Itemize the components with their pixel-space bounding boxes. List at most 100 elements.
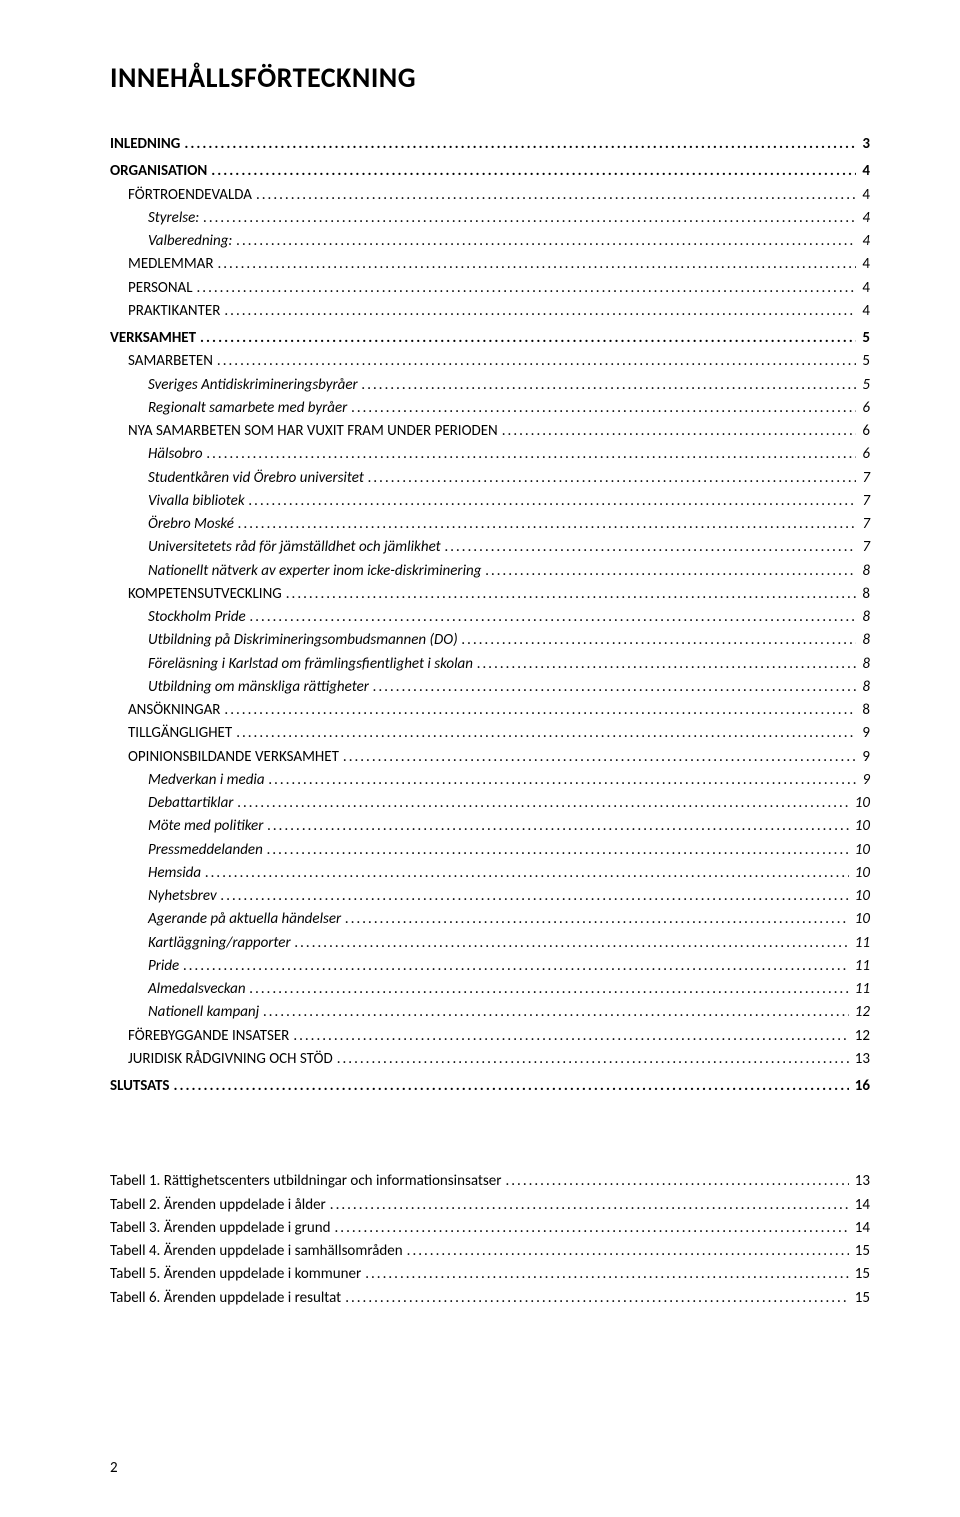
- toc-entry-label: Agerande på aktuella händelser: [148, 908, 341, 931]
- toc-entry-label: Regionalt samarbete med byråer: [148, 397, 347, 420]
- toc-entry: Styrelse:4: [110, 207, 870, 230]
- toc-entry: Örebro Moské7: [110, 513, 870, 536]
- toc-entry-page: 13: [853, 1048, 870, 1071]
- toc-entry-page: 10: [853, 908, 870, 931]
- toc-entry: PERSONAL4: [110, 277, 870, 300]
- toc-entry: NYA SAMARBETEN SOM HAR VUXIT FRAM UNDER …: [110, 420, 870, 443]
- toc-entry-label: KOMPETENSUTVECKLING: [128, 583, 282, 606]
- toc-entry-label: Studentkåren vid Örebro universitet: [148, 467, 364, 490]
- toc-entry: Hemsida 10: [110, 862, 870, 885]
- toc-entry-label: Styrelse:: [148, 207, 199, 230]
- toc-entry-page: 10: [853, 815, 870, 838]
- toc-entry-page: 4: [860, 277, 870, 300]
- toc-entry: Utbildning om mänskliga rättigheter8: [110, 676, 870, 699]
- toc-entry-label: Nationellt nätverk av experter inom icke…: [148, 560, 481, 583]
- toc-entry: Hälsobro6: [110, 443, 870, 466]
- toc-title: INNEHÅLLSFÖRTECKNING: [110, 60, 870, 95]
- toc-leader-dots: [236, 230, 856, 253]
- toc-entry-page: 16: [853, 1075, 870, 1098]
- toc-entry-page: 10: [853, 862, 870, 885]
- toc-entry: Utbildning på Diskrimineringsombudsmanne…: [110, 629, 870, 652]
- toc-entry-page: 4: [860, 253, 870, 276]
- toc-leader-dots: [203, 207, 856, 230]
- toc-leader-dots: [236, 722, 856, 745]
- toc-entry-label: SLUTSATS: [110, 1075, 169, 1098]
- toc-leader-dots: [477, 653, 856, 676]
- toc-leader-dots: [368, 467, 857, 490]
- toc-entry-label: OPINIONSBILDANDE VERKSAMHET: [128, 746, 339, 769]
- toc-entry-label: ANSÖKNINGAR: [128, 699, 220, 722]
- toc-entry-page: 7: [860, 536, 870, 559]
- toc-entry-page: 6: [860, 443, 870, 466]
- spacer: [110, 1098, 870, 1124]
- toc-entry: SLUTSATS 16: [110, 1075, 870, 1098]
- toc-leader-dots: [224, 300, 856, 323]
- toc-entry: Nationellt nätverk av experter inom icke…: [110, 560, 870, 583]
- list-of-tables: Tabell 1. Rättighetscenters utbildningar…: [110, 1170, 870, 1310]
- lot-entry-label: Tabell 2. Ärenden uppdelade i ålder: [110, 1194, 326, 1217]
- toc-entry-label: INLEDNING: [110, 133, 180, 156]
- toc-entry: Kartläggning/rapporter11: [110, 932, 870, 955]
- toc-entry: MEDLEMMAR4: [110, 253, 870, 276]
- toc-entry-page: 10: [853, 885, 870, 908]
- toc-entry-label: VERKSAMHET: [110, 327, 196, 350]
- toc-leader-dots: [200, 327, 856, 350]
- toc-entry-label: Medverkan i media: [148, 769, 265, 792]
- toc-entry-page: 9: [860, 746, 870, 769]
- lot-entry-label: Tabell 4. Ärenden uppdelade i samhällsom…: [110, 1240, 403, 1263]
- toc-leader-dots: [250, 606, 857, 629]
- toc-entry: ANSÖKNINGAR 8: [110, 699, 870, 722]
- toc-leader-dots: [205, 862, 849, 885]
- toc-entry: VERKSAMHET5: [110, 327, 870, 350]
- toc-leader-dots: [211, 160, 856, 183]
- toc-entry: Stockholm Pride 8: [110, 606, 870, 629]
- toc-entry-label: TILLGÄNGLIGHET: [128, 722, 232, 745]
- toc-entry-page: 4: [860, 184, 870, 207]
- toc-leader-dots: [343, 746, 856, 769]
- toc-entry-label: Hemsida: [148, 862, 201, 885]
- toc-entry: KOMPETENSUTVECKLING8: [110, 583, 870, 606]
- page-number: 2: [110, 1459, 118, 1477]
- toc-leader-dots: [250, 978, 849, 1001]
- lot-entry-page: 14: [853, 1194, 870, 1217]
- toc-entry: Agerande på aktuella händelser 10: [110, 908, 870, 931]
- toc-entry-page: 5: [860, 350, 870, 373]
- toc-entry-page: 8: [860, 699, 870, 722]
- toc-entry-page: 8: [860, 606, 870, 629]
- lot-entry-page: 14: [853, 1217, 870, 1240]
- toc-leader-dots: [502, 420, 857, 443]
- toc-entry: JURIDISK RÅDGIVNING OCH STÖD13: [110, 1048, 870, 1071]
- toc-entry: OPINIONSBILDANDE VERKSAMHET 9: [110, 746, 870, 769]
- toc-entry-label: Nyhetsbrev: [148, 885, 217, 908]
- toc-leader-dots: [293, 1025, 848, 1048]
- toc-leader-dots: [295, 932, 849, 955]
- toc-entry-page: 12: [853, 1001, 870, 1024]
- toc-entry-label: FÖREBYGGANDE INSATSER: [128, 1025, 289, 1048]
- toc-entry-label: Universitetets råd för jämställdhet och …: [148, 536, 441, 559]
- toc-entry-label: Stockholm Pride: [148, 606, 246, 629]
- toc-leader-dots: [221, 885, 849, 908]
- lot-entry-page: 15: [853, 1240, 870, 1263]
- lot-entry: Tabell 1. Rättighetscenters utbildningar…: [110, 1170, 870, 1193]
- toc-entry-page: 4: [860, 300, 870, 323]
- toc-leader-dots: [362, 374, 857, 397]
- toc-leader-dots: [445, 536, 857, 559]
- toc-entry-page: 8: [860, 629, 870, 652]
- toc-entry: Sveriges Antidiskrimineringsbyråer5: [110, 374, 870, 397]
- spacer: [110, 1124, 870, 1150]
- toc-leader-dots: [197, 277, 857, 300]
- toc-leader-dots: [269, 769, 857, 792]
- toc-entry-page: 7: [860, 513, 870, 536]
- toc-leader-dots: [351, 397, 856, 420]
- table-of-contents: INLEDNING3ORGANISATION4FÖRTROENDEVALDA4S…: [110, 133, 870, 1098]
- toc-entry-page: 7: [860, 490, 870, 513]
- toc-entry: Nyhetsbrev 10: [110, 885, 870, 908]
- toc-leader-dots: [173, 1075, 848, 1098]
- lot-entry-label: Tabell 5. Ärenden uppdelade i kommuner: [110, 1263, 361, 1286]
- toc-entry: Studentkåren vid Örebro universitet7: [110, 467, 870, 490]
- toc-leader-dots: [330, 1194, 849, 1217]
- toc-entry-page: 12: [853, 1025, 870, 1048]
- lot-entry-label: Tabell 6. Ärenden uppdelade i resultat: [110, 1287, 341, 1310]
- toc-leader-dots: [256, 184, 856, 207]
- toc-leader-dots: [237, 792, 848, 815]
